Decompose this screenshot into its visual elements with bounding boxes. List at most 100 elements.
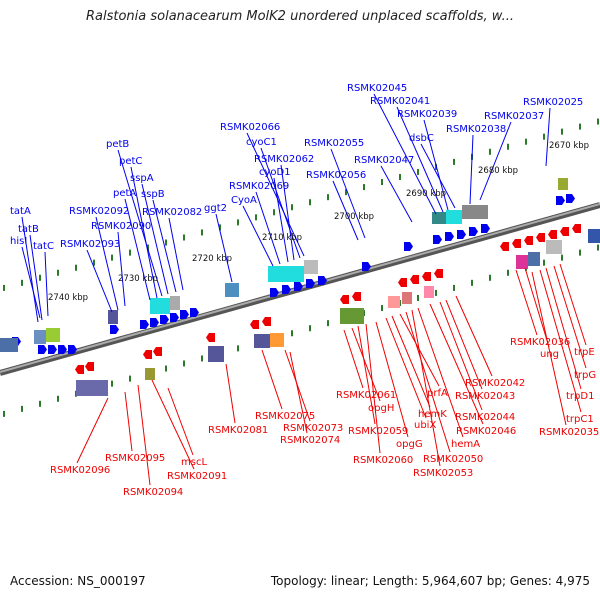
feature-block[interactable] — [304, 260, 318, 274]
reverse-gene-label[interactable]: mscL — [181, 457, 207, 468]
reverse-gene-arrow[interactable] — [536, 233, 545, 242]
forward-gene-arrow[interactable] — [160, 315, 169, 324]
forward-gene-arrow[interactable] — [190, 308, 199, 317]
reverse-gene-label[interactable]: prfA — [427, 388, 448, 399]
reverse-gene-arrow[interactable] — [572, 224, 581, 233]
reverse-gene-label[interactable]: opgH — [368, 403, 394, 414]
reverse-gene-arrow[interactable] — [524, 236, 533, 245]
reverse-gene-arrow[interactable] — [85, 362, 94, 371]
reverse-gene-arrow[interactable] — [410, 275, 419, 284]
reverse-gene-arrow[interactable] — [512, 239, 521, 248]
feature-block[interactable] — [34, 330, 46, 344]
reverse-gene-label[interactable]: RSMK02036 — [510, 337, 570, 348]
forward-gene-label[interactable]: RSMK02041 — [370, 96, 430, 107]
feature-block[interactable] — [528, 252, 540, 266]
reverse-gene-label[interactable]: RSMK02095 — [105, 453, 165, 464]
forward-gene-label[interactable]: RSMK02025 — [523, 97, 583, 108]
reverse-gene-arrow[interactable] — [340, 295, 349, 304]
reverse-gene-label[interactable]: hemA — [451, 439, 480, 450]
forward-gene-label[interactable]: hisI — [10, 236, 27, 247]
feature-block[interactable] — [340, 308, 364, 324]
feature-block[interactable] — [76, 380, 108, 396]
reverse-gene-label[interactable]: trpD1 — [566, 391, 594, 402]
reverse-gene-label[interactable]: RSMK02046 — [456, 426, 516, 437]
reverse-gene-arrow[interactable] — [250, 320, 259, 329]
feature-block[interactable] — [546, 240, 562, 254]
forward-gene-arrow[interactable] — [270, 288, 279, 297]
forward-gene-label[interactable]: RSMK02090 — [91, 221, 151, 232]
feature-block[interactable] — [270, 333, 284, 347]
forward-gene-label[interactable]: RSMK02062 — [254, 154, 314, 165]
forward-gene-arrow[interactable] — [282, 285, 291, 294]
feature-block[interactable] — [46, 328, 60, 342]
forward-gene-label[interactable]: RSMK02037 — [484, 111, 544, 122]
forward-gene-arrow[interactable] — [306, 279, 315, 288]
feature-block[interactable] — [402, 292, 412, 304]
reverse-gene-label[interactable]: RSMK02035 — [539, 427, 599, 438]
forward-gene-label[interactable]: tatC — [33, 241, 54, 252]
forward-gene-arrow[interactable] — [180, 310, 189, 319]
reverse-gene-label[interactable]: trpC1 — [566, 414, 594, 425]
forward-gene-arrow[interactable] — [48, 345, 57, 354]
forward-gene-label[interactable]: sspA — [130, 173, 154, 184]
forward-gene-arrow[interactable] — [362, 262, 371, 271]
forward-gene-label[interactable]: RSMK02092 — [69, 206, 129, 217]
forward-gene-label[interactable]: RSMK02056 — [306, 170, 366, 181]
forward-gene-arrow[interactable] — [38, 345, 47, 354]
forward-gene-label[interactable]: cyoC1 — [246, 137, 277, 148]
feature-block[interactable] — [208, 346, 224, 362]
forward-gene-label[interactable]: dsbC — [409, 133, 434, 144]
forward-gene-label[interactable]: RSMK02093 — [60, 239, 120, 250]
reverse-gene-arrow[interactable] — [206, 333, 215, 342]
forward-gene-label[interactable]: RSMK02055 — [304, 138, 364, 149]
reverse-gene-arrow[interactable] — [398, 278, 407, 287]
reverse-gene-label[interactable]: trpG — [574, 370, 596, 381]
reverse-gene-label[interactable]: RSMK02044 — [455, 412, 515, 423]
reverse-gene-arrow[interactable] — [262, 317, 271, 326]
reverse-gene-label[interactable]: RSMK02096 — [50, 465, 110, 476]
forward-gene-arrow[interactable] — [140, 320, 149, 329]
forward-gene-arrow[interactable] — [457, 230, 466, 239]
forward-gene-arrow[interactable] — [404, 242, 413, 251]
reverse-gene-arrow[interactable] — [143, 350, 152, 359]
forward-gene-label[interactable]: petA — [113, 188, 136, 199]
reverse-gene-arrow[interactable] — [153, 347, 162, 356]
reverse-gene-arrow[interactable] — [352, 292, 361, 301]
reverse-gene-arrow[interactable] — [548, 230, 557, 239]
feature-block[interactable] — [145, 368, 155, 380]
reverse-gene-label[interactable]: ubiX — [414, 420, 436, 431]
reverse-gene-label[interactable]: RSMK02050 — [423, 454, 483, 465]
forward-gene-label[interactable]: ggt2 — [204, 203, 227, 214]
reverse-gene-arrow[interactable] — [560, 227, 569, 236]
reverse-gene-label[interactable]: RSMK02075 — [255, 411, 315, 422]
forward-gene-label[interactable]: RSMK02082 — [142, 207, 202, 218]
reverse-gene-arrow[interactable] — [75, 365, 84, 374]
feature-block[interactable] — [424, 286, 434, 298]
feature-block[interactable] — [150, 298, 170, 314]
reverse-gene-label[interactable]: RSMK02081 — [208, 425, 268, 436]
reverse-gene-label[interactable]: RSMK02073 — [283, 423, 343, 434]
forward-gene-arrow[interactable] — [469, 227, 478, 236]
forward-gene-label[interactable]: RSMK02047 — [354, 155, 414, 166]
feature-block[interactable] — [432, 212, 446, 224]
reverse-gene-label[interactable]: opgG — [396, 439, 423, 450]
forward-gene-label[interactable]: petB — [106, 139, 129, 150]
forward-gene-label[interactable]: cyoD1 — [259, 167, 291, 178]
feature-block[interactable] — [558, 178, 568, 190]
forward-gene-label[interactable]: RSMK02039 — [397, 109, 457, 120]
forward-gene-arrow[interactable] — [58, 345, 67, 354]
feature-block[interactable] — [254, 334, 270, 348]
reverse-gene-label[interactable]: RSMK02043 — [455, 391, 515, 402]
forward-gene-label[interactable]: tatA — [10, 206, 31, 217]
reverse-gene-label[interactable]: RSMK02059 — [348, 426, 408, 437]
feature-block[interactable] — [0, 338, 18, 352]
reverse-gene-label[interactable]: ung — [540, 349, 559, 360]
forward-gene-arrow[interactable] — [110, 325, 119, 334]
forward-gene-arrow[interactable] — [294, 282, 303, 291]
feature-block[interactable] — [108, 310, 118, 324]
forward-gene-label[interactable]: CyoA — [231, 195, 257, 206]
reverse-gene-label[interactable]: RSMK02060 — [353, 455, 413, 466]
feature-block[interactable] — [446, 210, 462, 224]
forward-gene-label[interactable]: sspB — [141, 189, 165, 200]
reverse-gene-label[interactable]: hemK — [418, 409, 447, 420]
